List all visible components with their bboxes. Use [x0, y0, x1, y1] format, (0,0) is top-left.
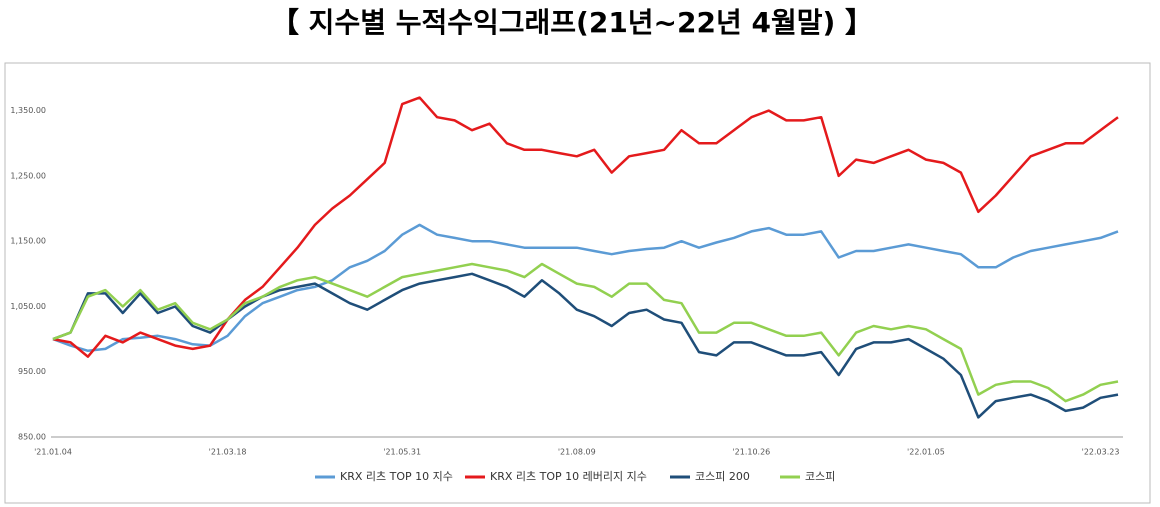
x-tick-label: '21.08.09 [558, 448, 596, 457]
y-tick-label: 1,050.00 [10, 302, 46, 311]
chart-title: 【 지수별 누적수익그래프(21년~22년 4월말) 】 [271, 6, 873, 39]
x-tick-label: '21.01.04 [34, 448, 72, 457]
x-tick-label: '22.01.05 [907, 448, 945, 457]
chart-frame [4, 62, 1151, 504]
legend-label: 코스피 200 [695, 470, 750, 483]
series-line [52, 223, 1119, 353]
y-tick-label: 1,350.00 [10, 106, 46, 115]
x-tick-label: '22.03.23 [1082, 448, 1120, 457]
y-tick-label: 1,150.00 [10, 237, 46, 246]
legend-label: KRX 리츠 TOP 10 지수 [340, 470, 453, 483]
series-line [52, 96, 1119, 358]
series-line [52, 262, 1119, 403]
x-tick-label: '21.03.18 [209, 448, 247, 457]
legend-label: 코스피 [805, 470, 835, 483]
series-line [52, 272, 1119, 419]
y-tick-label: 1,250.00 [10, 171, 46, 180]
y-tick-label: 950.00 [18, 367, 46, 376]
x-tick-label: '21.10.26 [732, 448, 770, 457]
legend-label: KRX 리츠 TOP 10 레버리지 지수 [490, 470, 647, 483]
y-tick-label: 850.00 [18, 433, 46, 442]
x-tick-label: '21.05.31 [383, 448, 421, 457]
